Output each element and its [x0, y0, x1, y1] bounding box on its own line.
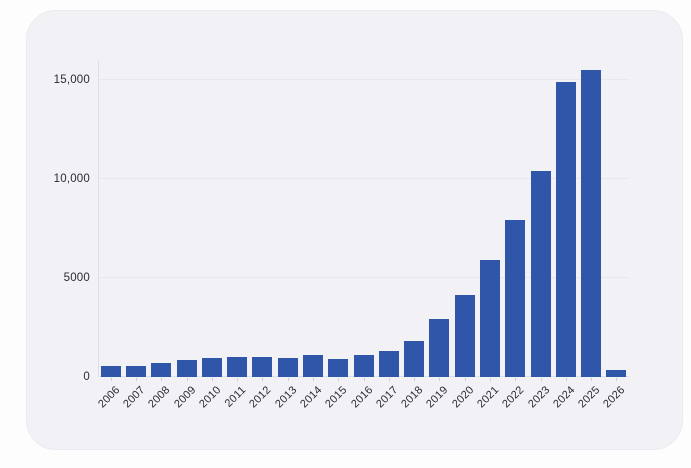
- x-tick-mark-2011: [237, 378, 239, 381]
- x-tick-mark-2019: [439, 378, 441, 381]
- x-tick-mark-2025: [591, 378, 593, 381]
- gridline-15000: [98, 78, 629, 80]
- bar-2024: [555, 81, 576, 377]
- x-tick-mark-2024: [565, 378, 567, 381]
- bar-2018: [404, 341, 425, 377]
- x-tick-mark-2026: [616, 378, 618, 381]
- x-tick-mark-2020: [464, 378, 466, 381]
- y-axis-label-10000: 10,000: [53, 172, 90, 185]
- y-axis-label-15000: 15,000: [53, 73, 90, 86]
- bar-2025: [581, 69, 602, 377]
- bar-2020: [454, 295, 475, 377]
- bar-2022: [505, 220, 526, 377]
- x-tick-mark-2017: [388, 378, 390, 381]
- bar-2015: [328, 358, 349, 377]
- plot-area: 0 5000 10,000 15,000 2006 2007 2008 2009 2010 201…: [54, 60, 629, 410]
- chart-card: 0 5000 10,000 15,000 2006 2007 2008 2009 2010 201…: [26, 10, 683, 450]
- x-tick-mark-2023: [540, 378, 542, 381]
- gridline-10000: [98, 177, 629, 179]
- x-tick-mark-2018: [414, 378, 416, 381]
- bar-2013: [277, 357, 298, 377]
- y-axis-label-0: 0: [83, 371, 90, 383]
- x-tick-mark-2014: [312, 378, 314, 381]
- y-axis-line: [98, 60, 99, 377]
- bar-2009: [176, 359, 197, 377]
- bar-2006: [100, 366, 121, 377]
- bar-2019: [429, 318, 450, 377]
- bar-2017: [378, 351, 399, 377]
- x-tick-mark-2007: [135, 378, 137, 381]
- x-tick-mark-2021: [489, 378, 491, 381]
- bar-2007: [125, 365, 146, 377]
- bar-2014: [302, 355, 323, 377]
- bar-2023: [530, 170, 551, 377]
- x-tick-mark-2010: [211, 378, 213, 381]
- bar-2011: [227, 357, 248, 377]
- x-tick-mark-2016: [363, 378, 365, 381]
- x-tick-mark-2012: [262, 378, 264, 381]
- y-axis-label-5000: 5000: [63, 271, 90, 284]
- x-tick-mark-2006: [110, 378, 112, 381]
- bar-2010: [201, 357, 222, 377]
- x-tick-mark-2022: [515, 378, 517, 381]
- x-tick-mark-2009: [186, 378, 188, 381]
- x-tick-mark-2015: [338, 378, 340, 381]
- x-tick-mark-2013: [287, 378, 289, 381]
- bar-2008: [151, 362, 172, 377]
- bar-2012: [252, 357, 273, 377]
- x-tick-mark-2008: [161, 378, 163, 381]
- gridline-5000: [98, 276, 629, 278]
- bar-2021: [479, 260, 500, 377]
- bar-2016: [353, 354, 374, 377]
- bar-2026: [606, 370, 627, 377]
